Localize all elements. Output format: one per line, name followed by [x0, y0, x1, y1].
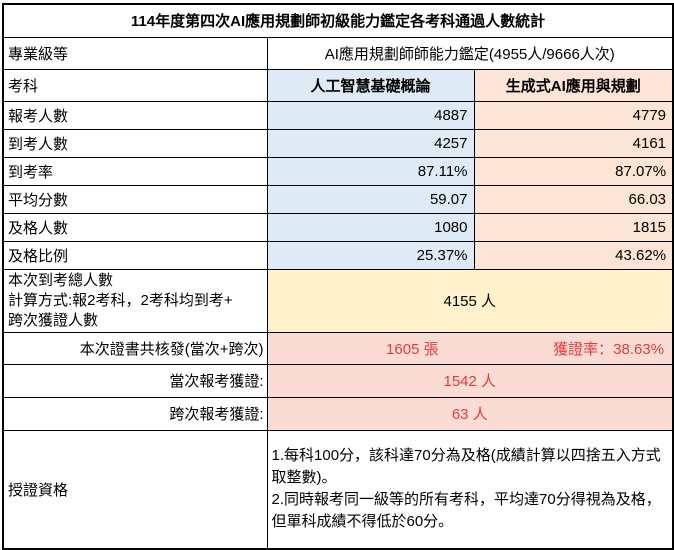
current-session-value: 1542 人	[266, 363, 674, 398]
total-attended-label-line3: 跨次獲證人數	[8, 311, 99, 329]
row-value-col1: 59.07	[266, 184, 475, 214]
subject-label: 考科	[2, 68, 268, 102]
subject-col1-header: 人工智慧基礎概論	[266, 68, 475, 102]
table-row: 平均分數 59.07 66.03	[2, 184, 674, 214]
table-row: 到考人數 4257 4161	[2, 128, 674, 158]
certificates-rate: 獲證率：38.63%	[553, 340, 665, 358]
row-label: 到考率	[2, 156, 268, 186]
qualification-note-1: 1.每科100分，該科達70分為及格(成績計算以四捨五入方式取整數)。	[271, 447, 661, 487]
qualification-label: 授證資格	[2, 429, 268, 550]
certificates-count: 1605 張	[386, 340, 439, 358]
table-title: 114年度第四次AI應用規劃師初級能力鑑定各考科通過人數統計	[2, 3, 674, 38]
level-value: AI應用規劃師師能力鑑定(4955人/9666人次)	[266, 36, 674, 70]
cross-session-label: 跨次報考獲證:	[2, 396, 268, 431]
certificates-value-cell: 1605 張 獲證率：38.63%	[266, 331, 674, 365]
row-value-col2: 87.07%	[473, 156, 674, 186]
table-row: 到考率 87.11% 87.07%	[2, 156, 674, 186]
level-label: 專業級等	[2, 36, 268, 70]
row-value-col2: 4161	[473, 128, 674, 158]
total-attended-label: 本次到考總人數 計算方式:報2考科，2考科均到考+ 跨次獲證人數	[2, 268, 268, 333]
qualification-note-2: 2.同時報考同一級等的所有考科，平均達70分得視為及格，但單科成績不得低於60分…	[271, 491, 661, 531]
certificates-label: 本次證書共核發(當次+跨次)	[2, 331, 268, 365]
total-attended-label-line1: 本次到考總人數	[8, 271, 114, 289]
row-label: 到考人數	[2, 128, 268, 158]
total-attended-label-line2: 計算方式:報2考科，2考科均到考+	[8, 291, 233, 309]
row-value-col2: 66.03	[473, 184, 674, 214]
table-row: 報考人數 4887 4779	[2, 100, 674, 130]
row-label: 及格人數	[2, 212, 268, 242]
table-row: 及格人數 1080 1815	[2, 212, 674, 242]
qualification-notes-cell: 1.每科100分，該科達70分為及格(成績計算以四捨五入方式取整數)。 2.同時…	[266, 429, 674, 550]
row-value-col1: 4257	[266, 128, 475, 158]
subject-col2-header: 生成式AI應用與規劃	[473, 68, 674, 102]
exam-stats-table: 114年度第四次AI應用規劃師初級能力鑑定各考科通過人數統計 專業級等 AI應用…	[2, 3, 674, 550]
row-value-col1: 25.37%	[266, 240, 475, 270]
cross-session-value: 63 人	[266, 396, 674, 431]
row-value-col2: 1815	[473, 212, 674, 242]
row-value-col1: 1080	[266, 212, 475, 242]
row-label: 及格比例	[2, 240, 268, 270]
row-value-col2: 4779	[473, 100, 674, 130]
row-value-col1: 87.11%	[266, 156, 475, 186]
table-row: 及格比例 25.37% 43.62%	[2, 240, 674, 270]
current-session-label: 當次報考獲證:	[2, 363, 268, 398]
row-label: 報考人數	[2, 100, 268, 130]
row-value-col2: 43.62%	[473, 240, 674, 270]
total-attended-value: 4155 人	[266, 268, 674, 333]
row-label: 平均分數	[2, 184, 268, 214]
row-value-col1: 4887	[266, 100, 475, 130]
